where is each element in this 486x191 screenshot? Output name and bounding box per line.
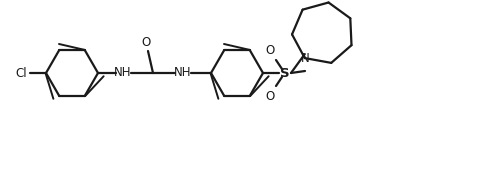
Text: O: O xyxy=(141,36,151,49)
Text: NH: NH xyxy=(114,66,132,79)
Text: N: N xyxy=(300,52,309,65)
Text: S: S xyxy=(280,66,290,79)
Text: O: O xyxy=(265,44,275,57)
Text: O: O xyxy=(265,90,275,103)
Text: NH: NH xyxy=(174,66,192,79)
Text: Cl: Cl xyxy=(16,66,27,79)
